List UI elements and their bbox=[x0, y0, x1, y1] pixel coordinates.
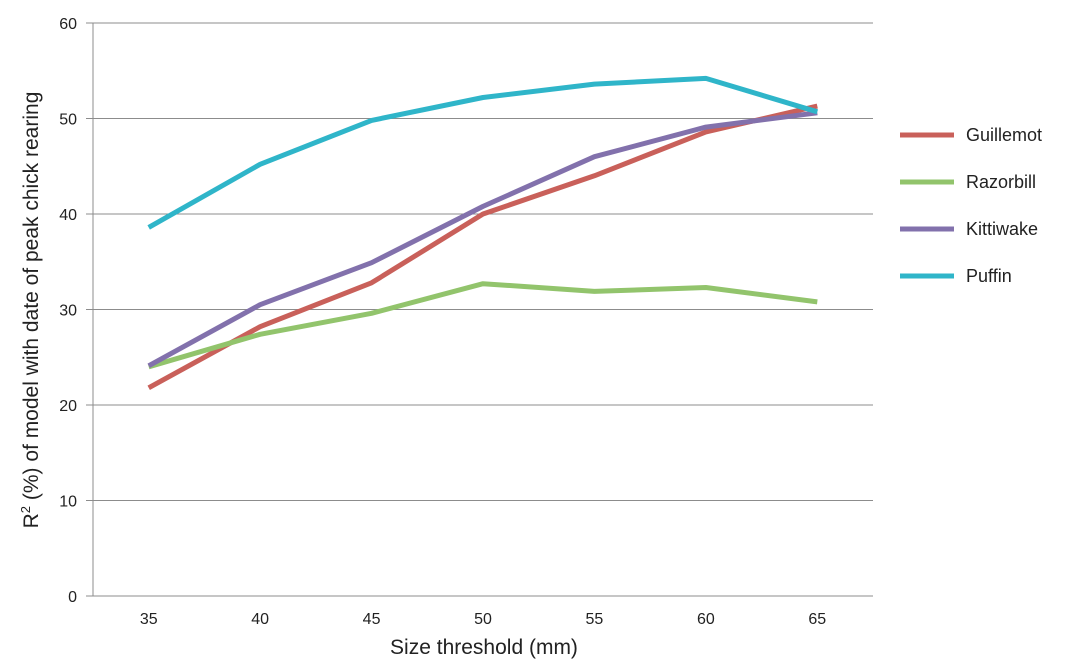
x-tick-label: 40 bbox=[251, 611, 269, 628]
y-tick-label: 30 bbox=[59, 303, 77, 320]
y-tick-label: 40 bbox=[59, 207, 77, 224]
x-axis-title: Size threshold (mm) bbox=[390, 636, 578, 659]
x-tick-label: 65 bbox=[808, 611, 826, 628]
series-line-puffin bbox=[147, 75, 819, 230]
x-tick-label: 60 bbox=[697, 611, 715, 628]
x-tick-label: 50 bbox=[474, 611, 492, 628]
series-line-guillemot bbox=[147, 103, 818, 390]
y-tick-label: 0 bbox=[68, 589, 77, 606]
series-line-kittiwake bbox=[147, 110, 818, 368]
legend: Guillemot Razorbill Kittiwake Puffin bbox=[900, 125, 1042, 286]
y-tick-label: 50 bbox=[59, 112, 77, 129]
y-tick-label: 60 bbox=[59, 16, 77, 33]
legend-label-puffin: Puffin bbox=[966, 266, 1012, 286]
y-tick-label: 10 bbox=[59, 494, 77, 511]
y-axis-title-suffix: (%) of model with date of peak chick rea… bbox=[20, 92, 43, 506]
y-axis-title-prefix: R bbox=[20, 513, 43, 528]
grid-lines bbox=[93, 22, 873, 501]
y-tick-label: 20 bbox=[59, 398, 77, 415]
y-axis-ticks: 0 10 20 30 40 50 60 bbox=[59, 16, 93, 606]
legend-label-razorbill: Razorbill bbox=[966, 172, 1036, 192]
series-lines bbox=[147, 75, 819, 390]
series-line-razorbill bbox=[147, 281, 818, 370]
x-tick-label: 35 bbox=[140, 611, 158, 628]
y-axis-title: R2 (%) of model with date of peak chick … bbox=[18, 92, 43, 529]
y-axis-title-superscript: 2 bbox=[18, 506, 33, 513]
x-axis-ticks: 35 40 45 50 55 60 65 bbox=[140, 611, 826, 628]
legend-label-guillemot: Guillemot bbox=[966, 125, 1042, 145]
x-tick-label: 45 bbox=[363, 611, 381, 628]
x-tick-label: 55 bbox=[586, 611, 604, 628]
legend-label-kittiwake: Kittiwake bbox=[966, 219, 1038, 239]
